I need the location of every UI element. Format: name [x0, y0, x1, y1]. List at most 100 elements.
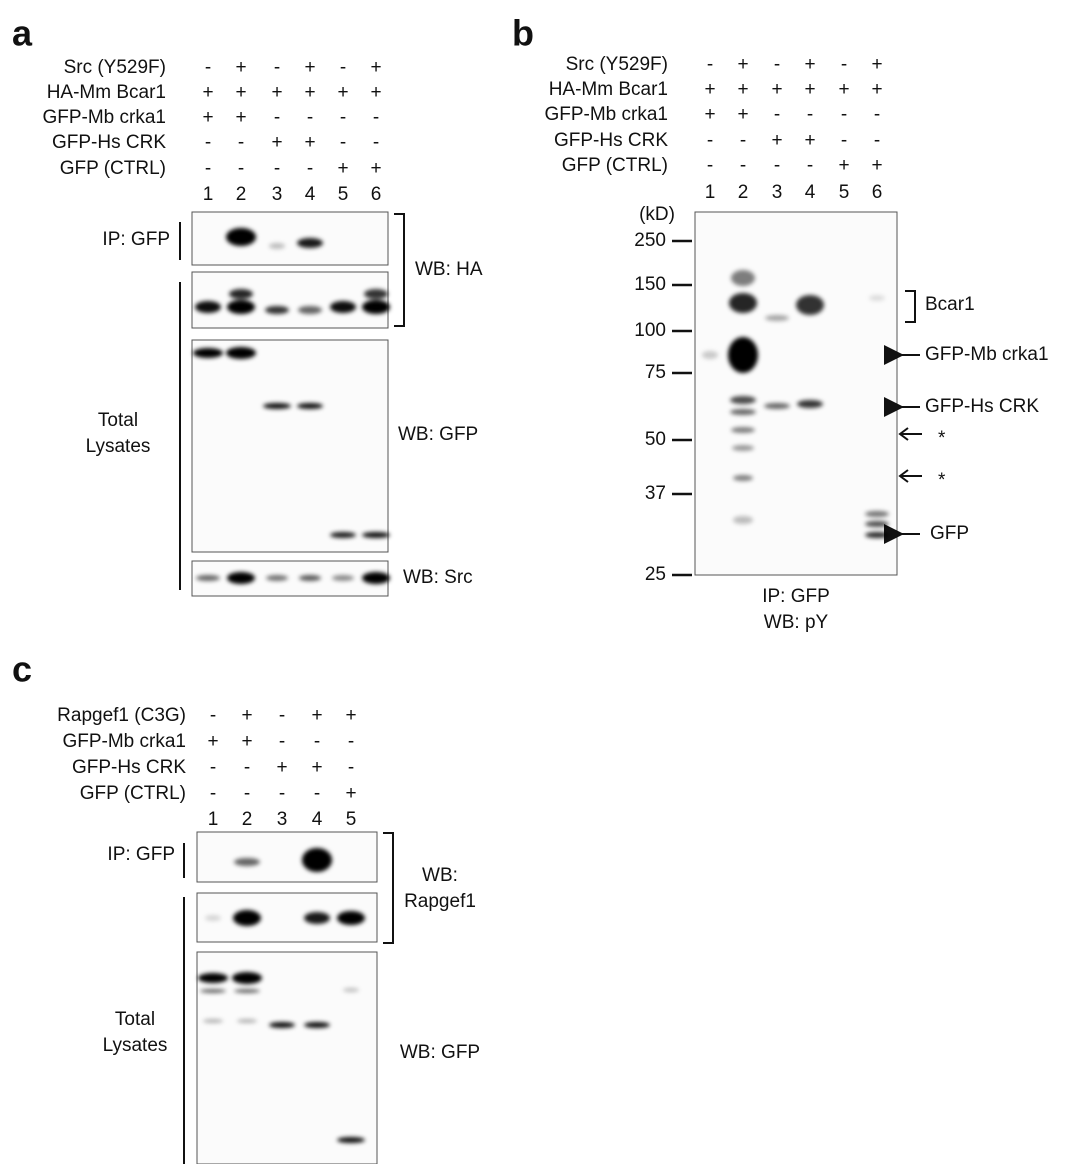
condition-sign: +: [345, 783, 356, 804]
condition-sign: -: [774, 54, 780, 75]
condition-sign: -: [244, 783, 250, 804]
condition-sign: +: [311, 705, 322, 726]
condition-label: GFP-Mb crka1: [544, 104, 668, 125]
lane-number: 6: [371, 184, 382, 205]
band: [304, 1022, 330, 1028]
panel-letter: c: [12, 649, 32, 690]
blot-frame: [192, 272, 388, 328]
condition-sign: -: [340, 57, 346, 78]
band: [263, 403, 291, 409]
condition-label: Rapgef1 (C3G): [57, 705, 186, 726]
condition-sign: +: [771, 130, 782, 151]
lane-number: 3: [772, 182, 783, 203]
condition-sign: -: [279, 705, 285, 726]
bracket: [394, 214, 404, 326]
band: [362, 572, 390, 584]
band: [298, 306, 322, 314]
band: [343, 988, 359, 992]
condition-sign: -: [205, 158, 211, 179]
condition-sign: -: [707, 130, 713, 151]
condition-sign: +: [704, 104, 715, 125]
band: [299, 575, 321, 581]
band: [227, 572, 255, 584]
band: [233, 910, 261, 926]
panel-letter: a: [12, 13, 33, 54]
condition-sign: -: [707, 54, 713, 75]
condition-sign: -: [874, 130, 880, 151]
band: [266, 575, 288, 581]
band: [362, 532, 390, 538]
condition-sign: +: [345, 705, 356, 726]
lane-number: 5: [346, 809, 357, 830]
condition-sign: +: [304, 132, 315, 153]
lane-number: 6: [872, 182, 883, 203]
ip-label: IP: GFP: [102, 229, 170, 250]
open-arrow: [900, 470, 922, 482]
condition-sign: -: [238, 132, 244, 153]
condition-label: HA-Mm Bcar1: [549, 79, 668, 100]
band: [730, 396, 756, 404]
band: [200, 989, 226, 993]
condition-sign: +: [871, 54, 882, 75]
condition-sign: +: [235, 57, 246, 78]
total-label: Total: [98, 410, 138, 431]
marker-label: 150: [634, 274, 666, 295]
figure: a Src (Y529F) - + - + - + HA-Mm Bcar1 + + + + + + GFP-M…: [0, 0, 1083, 1164]
band: [364, 289, 388, 299]
lane-number: 3: [277, 809, 288, 830]
band: [733, 475, 753, 481]
band: [330, 301, 356, 313]
band: [297, 403, 323, 409]
marker-label: 25: [645, 564, 666, 585]
band: [227, 300, 255, 314]
condition-sign: +: [804, 54, 815, 75]
band: [362, 300, 390, 314]
band: [234, 858, 260, 866]
marker-label: 37: [645, 483, 666, 504]
band: [731, 270, 755, 286]
condition-sign: -: [348, 757, 354, 778]
condition-sign: +: [804, 79, 815, 100]
condition-sign: +: [370, 158, 381, 179]
band: [193, 348, 223, 358]
band: [729, 293, 757, 313]
condition-sign: +: [838, 79, 849, 100]
wb-label: WB: HA: [415, 259, 483, 280]
annotation: *: [938, 428, 946, 449]
blot-frame: [197, 832, 377, 882]
footer-label: WB: pY: [764, 612, 829, 633]
condition-sign: -: [373, 132, 379, 153]
wb-label: WB: GFP: [398, 424, 478, 445]
condition-sign: -: [210, 783, 216, 804]
condition-sign: +: [241, 731, 252, 752]
annotation: *: [938, 470, 946, 491]
unit-label: (kD): [639, 204, 675, 225]
condition-sign: -: [210, 705, 216, 726]
condition-sign: +: [271, 132, 282, 153]
condition-label: GFP (CTRL): [562, 155, 668, 176]
condition-sign: -: [274, 158, 280, 179]
annotation: GFP-Mb crka1: [925, 344, 1049, 365]
band: [269, 1022, 295, 1028]
condition-sign: +: [202, 82, 213, 103]
condition-label: GFP-Hs CRK: [554, 130, 668, 151]
condition-sign: -: [807, 155, 813, 176]
condition-label: Src (Y529F): [64, 57, 166, 78]
blot-frame: [695, 212, 897, 575]
bracket: [905, 291, 915, 322]
band: [234, 989, 260, 993]
condition-sign: +: [370, 57, 381, 78]
condition-sign: -: [807, 104, 813, 125]
wb-label: WB:: [422, 865, 458, 886]
band: [337, 1137, 365, 1143]
condition-sign: +: [838, 155, 849, 176]
band: [195, 301, 221, 313]
band: [702, 351, 718, 359]
condition-sign: -: [841, 130, 847, 151]
open-arrow: [900, 428, 922, 440]
band: [297, 238, 323, 248]
condition-sign: -: [841, 104, 847, 125]
lane-number: 1: [203, 184, 214, 205]
condition-sign: -: [340, 132, 346, 153]
band: [337, 911, 365, 925]
